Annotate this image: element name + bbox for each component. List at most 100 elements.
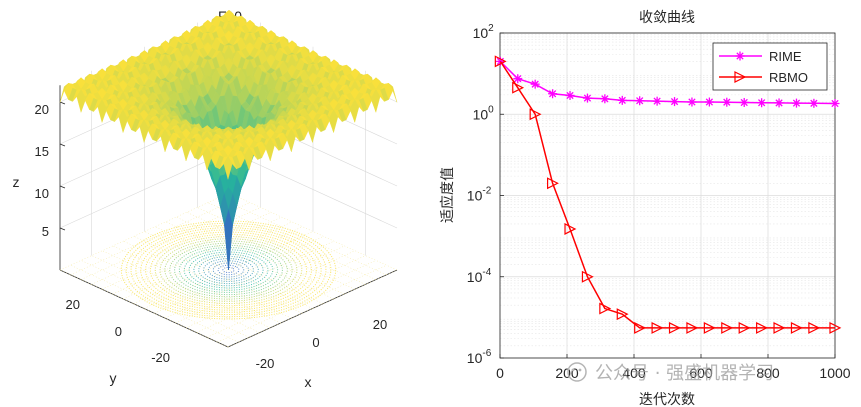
x-axis: -20 0 20 x <box>256 317 388 390</box>
z-tick-mark <box>59 227 66 231</box>
marker-triangle <box>616 308 629 321</box>
data-point <box>529 108 542 121</box>
data-point <box>721 321 734 334</box>
y-axis-label: 适应度值 <box>439 167 456 223</box>
data-point <box>582 93 592 103</box>
watermark: 公众号 · 强盛机器学习 <box>567 362 774 384</box>
y-tick-label: 102 <box>473 23 495 41</box>
floor-dotline <box>122 221 293 300</box>
floor-dotline <box>186 212 355 290</box>
marker-triangle <box>546 177 559 190</box>
data-point <box>616 308 629 321</box>
series-lines <box>494 55 842 334</box>
contour-ring <box>125 222 332 318</box>
z-tick-mark <box>59 185 66 189</box>
marker-stroke <box>810 99 818 107</box>
y-tick-label: 100 <box>473 104 495 122</box>
floor-dotline <box>165 221 334 300</box>
floor-dotline <box>133 226 303 304</box>
floor-dotline <box>144 231 313 309</box>
contour-ring <box>130 225 327 315</box>
data-point <box>830 98 840 108</box>
series-rbmo <box>494 55 842 334</box>
data-point <box>757 98 767 108</box>
contour-ring <box>174 244 283 296</box>
data-point <box>530 79 540 89</box>
contour-ring <box>164 240 293 300</box>
floor-dotline <box>227 269 398 348</box>
series-line <box>499 60 835 329</box>
floor-dotline <box>143 231 314 309</box>
floor-dotline <box>175 245 345 324</box>
marker-triangle <box>773 321 786 334</box>
surface-cell <box>223 155 233 181</box>
series-rime <box>495 56 840 108</box>
y-ticks: 102 100 10-2 10-4 10-6 <box>467 23 504 366</box>
floor-dotline <box>59 192 230 271</box>
data-point <box>738 321 751 334</box>
data-point <box>652 96 662 106</box>
contour-ring <box>212 262 245 278</box>
floor-dotline <box>218 197 387 276</box>
legend-item: RIME <box>719 49 802 64</box>
floor-dotline <box>206 260 377 338</box>
legend-box <box>712 42 828 91</box>
floor-dotline <box>59 269 229 348</box>
x-tick-label: 0 <box>312 335 319 350</box>
marker-stroke <box>670 97 679 106</box>
z-tick-label: 20 <box>35 102 49 117</box>
marker-triangle <box>829 321 842 334</box>
y-tick-label: 20 <box>66 297 80 312</box>
data-point <box>581 270 594 283</box>
x-tick-label: 400 <box>622 365 646 381</box>
marker-triangle <box>738 321 751 334</box>
marker-triangle <box>808 321 821 334</box>
floor-dotline <box>164 240 335 319</box>
marker-triangle <box>790 321 803 334</box>
marker-stroke <box>548 90 557 98</box>
marker-triangle <box>703 321 716 334</box>
marker-triangle <box>686 321 699 334</box>
x-tick-label: 600 <box>689 365 713 381</box>
marker-stroke <box>688 98 696 106</box>
legend-label: RIME <box>769 49 802 64</box>
z-axis-label: z <box>13 174 20 190</box>
z-tick-label: 10 <box>35 186 49 201</box>
wechat-icon-dot <box>578 368 582 372</box>
data-point <box>548 89 558 99</box>
floor-dotline <box>112 245 281 324</box>
data-point <box>670 97 680 107</box>
data-point <box>651 321 664 334</box>
marker-triangle <box>734 71 747 83</box>
data-point <box>600 94 610 104</box>
x-tick-label: 0 <box>496 365 504 381</box>
floor-dotline <box>80 202 251 280</box>
data-point <box>703 321 716 334</box>
marker-triangle <box>581 270 594 283</box>
data-point <box>686 321 699 334</box>
marker-triangle <box>634 321 647 334</box>
watermark-text: 公众号 · 强盛机器学习 <box>595 363 774 384</box>
chart-title: 收敛曲线 <box>639 10 695 26</box>
marker-stroke <box>705 98 714 106</box>
floor-dotline <box>91 207 261 285</box>
contour-floor <box>59 192 398 348</box>
x-tick-label: 1000 <box>819 365 850 381</box>
data-point <box>513 74 523 84</box>
data-point <box>739 97 749 107</box>
marker-stroke <box>757 99 766 107</box>
floor-dotline <box>91 255 260 333</box>
z-tick-label: 5 <box>42 224 49 239</box>
surface-mesh <box>59 9 398 271</box>
data-point <box>512 81 525 94</box>
legend: RIME RBMO <box>712 42 828 91</box>
floor-dotline <box>70 197 240 276</box>
x-axis-label: x <box>305 374 312 390</box>
marker-triangle <box>756 321 768 334</box>
floor-dotline <box>154 226 324 304</box>
marker-triangle <box>564 223 577 235</box>
data-point <box>756 321 768 334</box>
marker-triangle <box>721 321 734 334</box>
